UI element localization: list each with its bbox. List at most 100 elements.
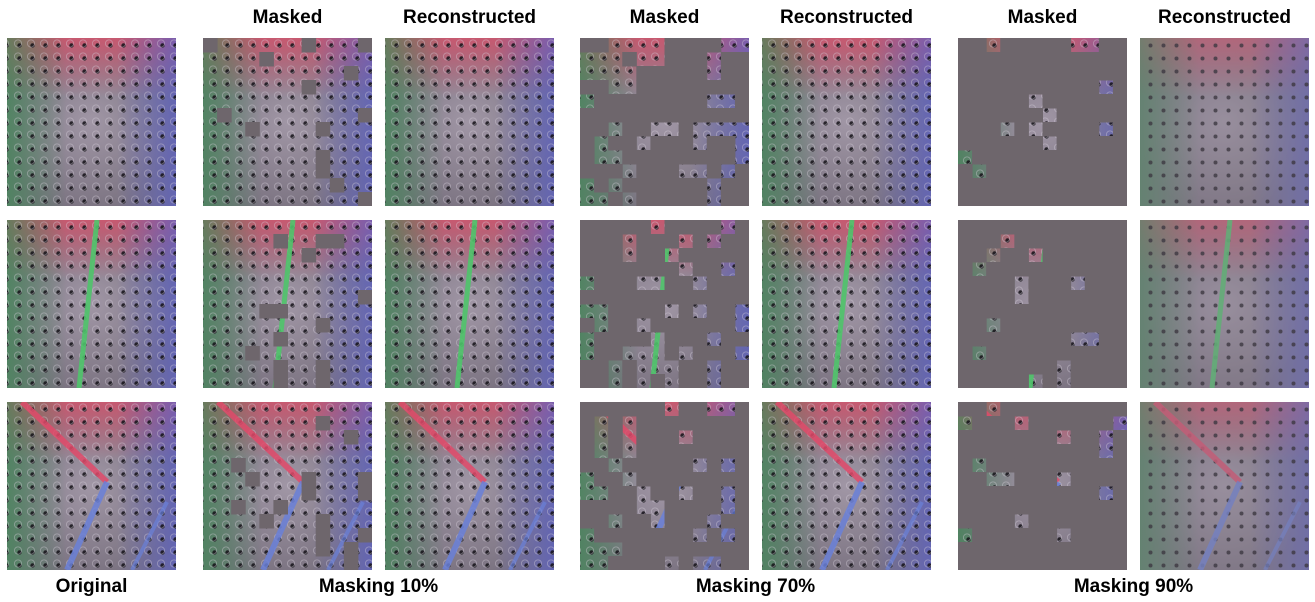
mask-patch [664,444,680,459]
mask-patch [650,80,665,95]
mask-patch [1000,52,1015,67]
mask-patch [734,178,749,193]
mask-patch [1056,318,1072,333]
mask-patch [1042,80,1058,95]
mask-patch [986,346,1001,361]
mask-patch [622,318,637,333]
mask-patch [636,514,651,529]
mask-patch [1042,38,1058,53]
mask-patch [958,374,973,388]
dots [7,402,176,570]
mask-patch [1000,94,1015,109]
contact-edge-blue [64,480,110,570]
mask-patch [664,416,680,431]
haze [1140,402,1309,570]
mask-patch [958,262,973,277]
mask-patch [1098,136,1114,151]
mask-patch [231,458,246,473]
mask-patch [1098,262,1114,277]
mask-patch [1098,346,1114,361]
mask-patch [1056,122,1072,137]
mask-patch [1084,220,1100,235]
mask-patch [1056,542,1072,557]
mask-patch [1098,108,1114,123]
mask-patch [1028,220,1043,235]
mask-patch [636,528,651,543]
mask-patch [1070,528,1086,543]
mask-patch [1098,542,1114,557]
mask-patch [1028,542,1043,557]
mask-patch [972,374,987,388]
mask-patch [580,220,595,235]
mask-patch [622,374,637,388]
mask-patch [1098,248,1114,263]
mask-patch [650,444,665,459]
mask-patch [958,178,973,193]
mask-patch [1084,192,1100,206]
mask-patch [343,542,359,557]
mask-patch [986,416,1001,431]
mask-patch [1112,430,1127,445]
mask-patch [720,514,736,529]
mask-patch [692,248,708,263]
mask-patch [1070,556,1086,570]
mask-patch [650,192,665,206]
mask-patch [706,80,722,95]
mask-patch [692,542,708,557]
mask-patch [1112,136,1127,151]
mask-patch [608,276,623,291]
mask-patch [608,346,623,361]
mask-patch [1070,444,1086,459]
mask-patch [580,402,595,417]
mask-patch [1028,332,1043,347]
mask-patch [734,514,749,529]
mask-patch [1084,108,1100,123]
contact-edge-blue [260,480,306,570]
mask-patch [692,332,708,347]
mask-patch [692,66,708,81]
mask-patch [986,332,1001,347]
mask-patch [1070,430,1086,445]
contact-edge-red [774,402,865,485]
mask-patch [580,416,595,431]
mask-patch [580,318,595,333]
mask-patch [580,234,595,249]
mask-patch [1000,346,1015,361]
mask-patch [692,346,708,361]
mask-patch [315,122,331,137]
mask-patch [692,374,708,388]
mask-patch [580,248,595,263]
mask-patch [972,108,987,123]
mask-patch [1084,374,1100,388]
mask-patch [594,500,609,515]
mask-patch [958,444,973,459]
mask-patch [1028,108,1043,123]
mask-patch [1014,486,1029,501]
mask-patch [664,192,680,206]
mask-patch [1000,164,1015,179]
mask-patch [622,290,637,305]
mask-patch [678,220,694,235]
mask-patch [1042,234,1058,249]
mask-patch [1014,52,1029,67]
mask-patch [1042,164,1058,179]
mask-patch [1112,332,1127,347]
mask-patch [1042,444,1058,459]
mask-patch [650,248,665,263]
mask-patch [1042,486,1058,501]
mask-patch [1070,80,1086,95]
mask-patch [608,248,623,263]
mask-patch [1070,416,1086,431]
image-tile [958,220,1127,388]
mask-patch [1084,514,1100,529]
mask-patch [664,262,680,277]
mask-patch [1000,528,1015,543]
mask-patch [1056,220,1072,235]
mask-patch [972,514,987,529]
mask-patch [972,402,987,417]
mask-patch [986,556,1001,570]
mask-patch [1056,178,1072,193]
mask-patch [650,164,665,179]
mask-patch [1000,290,1015,305]
